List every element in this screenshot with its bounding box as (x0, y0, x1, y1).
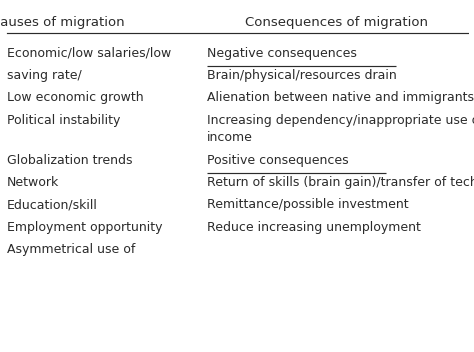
Text: Economic/low salaries/low: Economic/low salaries/low (7, 46, 171, 59)
Text: saving rate/: saving rate/ (7, 69, 82, 82)
Text: Education/skill: Education/skill (7, 199, 98, 212)
Text: Globalization trends: Globalization trends (7, 153, 133, 166)
Text: Network: Network (7, 176, 59, 189)
Text: Reduce increasing unemployment: Reduce increasing unemployment (207, 221, 421, 234)
Text: Employment opportunity: Employment opportunity (7, 221, 163, 234)
Text: Positive consequences: Positive consequences (207, 153, 348, 166)
Text: Low economic growth: Low economic growth (7, 92, 144, 105)
Text: Alienation between native and immigrants: Alienation between native and immigrants (207, 92, 474, 105)
Text: Brain/physical/resources drain: Brain/physical/resources drain (207, 69, 397, 82)
Text: Causes of migration: Causes of migration (0, 15, 125, 29)
Text: Political instability: Political instability (7, 114, 120, 127)
Text: Remittance/possible investment: Remittance/possible investment (207, 199, 409, 212)
Text: Consequences of migration: Consequences of migration (246, 15, 428, 29)
Text: Asymmetrical use of: Asymmetrical use of (7, 243, 136, 256)
Text: Negative consequences: Negative consequences (207, 46, 356, 59)
Text: income: income (207, 131, 253, 144)
Text: Return of skills (brain gain)/transfer of technology: Return of skills (brain gain)/transfer o… (207, 176, 474, 189)
Text: Increasing dependency/inappropriate use of: Increasing dependency/inappropriate use … (207, 114, 474, 127)
